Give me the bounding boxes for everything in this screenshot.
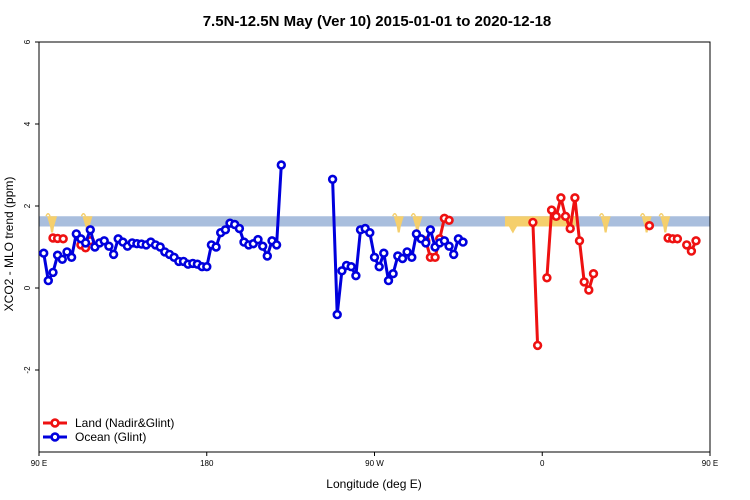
legend-label-0: Land (Nadir&Glint) bbox=[75, 416, 174, 430]
data-point bbox=[43, 275, 53, 286]
data-point bbox=[588, 269, 599, 279]
data-point bbox=[556, 193, 566, 203]
data-point bbox=[276, 160, 286, 170]
land-patch-5 bbox=[600, 216, 611, 233]
legend-marker-0 bbox=[50, 418, 60, 428]
series-line-segment bbox=[531, 222, 540, 346]
land-patch-3 bbox=[412, 216, 423, 233]
data-point bbox=[220, 225, 231, 235]
data-point bbox=[108, 249, 119, 260]
data-point bbox=[383, 275, 394, 286]
data-point bbox=[202, 262, 212, 272]
data-point bbox=[346, 262, 356, 272]
reference-band bbox=[39, 216, 710, 227]
data-point bbox=[546, 205, 557, 215]
chart-title: 7.5N-12.5N May (Ver 10) 2015-01-01 to 20… bbox=[203, 13, 552, 30]
data-point bbox=[57, 254, 67, 264]
data-point bbox=[579, 277, 589, 287]
data-point bbox=[48, 267, 58, 278]
data-point bbox=[449, 249, 459, 260]
y-axis-label: XCO2 - MLO trend (ppm) bbox=[2, 177, 16, 312]
data-point bbox=[85, 225, 96, 235]
data-point bbox=[574, 236, 585, 246]
data-point bbox=[430, 252, 440, 262]
data-point bbox=[691, 236, 701, 246]
land-patch-1 bbox=[82, 216, 93, 233]
data-point bbox=[374, 262, 384, 272]
series-layer bbox=[39, 160, 701, 351]
land-patch-edge-3 bbox=[410, 213, 417, 217]
y-tick-label-2: 2 bbox=[23, 203, 32, 208]
data-point bbox=[388, 269, 398, 279]
data-point bbox=[327, 174, 338, 185]
data-point bbox=[560, 211, 571, 222]
data-point bbox=[425, 225, 436, 235]
data-point bbox=[80, 238, 91, 248]
data-point bbox=[681, 240, 692, 250]
data-point bbox=[39, 248, 49, 258]
data-point bbox=[58, 234, 68, 244]
data-point bbox=[672, 234, 683, 244]
series-line-segment bbox=[331, 179, 464, 317]
data-point bbox=[211, 242, 221, 252]
x-tick-label-3: 0 bbox=[540, 459, 545, 468]
data-point bbox=[258, 241, 268, 251]
land-patch-edge-0 bbox=[45, 213, 51, 217]
x-tick-label-4: 90 E bbox=[702, 459, 718, 468]
data-point bbox=[62, 247, 72, 257]
land-patch-7 bbox=[660, 216, 671, 233]
land-patch-0 bbox=[47, 216, 58, 233]
data-point bbox=[584, 285, 594, 295]
data-point bbox=[397, 253, 408, 264]
data-point bbox=[458, 237, 468, 247]
x-axis-label: Longitude (deg E) bbox=[326, 477, 421, 491]
data-point bbox=[402, 247, 412, 257]
series-ocean bbox=[39, 160, 468, 320]
data-point bbox=[686, 246, 697, 256]
data-point bbox=[644, 221, 655, 231]
y-tick-label-3: 4 bbox=[23, 121, 32, 126]
y-tick-label-0: -2 bbox=[23, 366, 32, 374]
land-patch-edge-5 bbox=[598, 213, 605, 217]
data-point bbox=[542, 273, 552, 283]
data-point bbox=[271, 240, 282, 250]
data-point bbox=[369, 252, 380, 262]
y-tick-label-1: 0 bbox=[23, 285, 32, 290]
data-point bbox=[532, 340, 543, 351]
x-tick-label-1: 180 bbox=[200, 459, 214, 468]
y-tick-label-4: 6 bbox=[23, 39, 32, 44]
data-point bbox=[444, 215, 454, 226]
data-point bbox=[551, 211, 561, 222]
legend: Land (Nadir&Glint)Ocean (Glint) bbox=[43, 416, 174, 444]
land-patch-edge-2 bbox=[392, 213, 398, 217]
data-point bbox=[365, 228, 375, 238]
data-point bbox=[351, 271, 361, 281]
x-tick-label-0: 90 E bbox=[31, 459, 47, 468]
data-point bbox=[262, 251, 272, 261]
data-point bbox=[99, 236, 109, 246]
data-point bbox=[570, 193, 580, 203]
legend-label-1: Ocean (Glint) bbox=[75, 430, 146, 444]
data-point bbox=[332, 309, 342, 320]
data-point bbox=[234, 223, 245, 234]
land-patch-2 bbox=[393, 216, 404, 233]
land-patch-edge-7 bbox=[658, 213, 664, 217]
data-point bbox=[66, 252, 77, 262]
data-point bbox=[379, 248, 389, 258]
data-point bbox=[253, 234, 263, 245]
land-patch-edge-1 bbox=[80, 213, 87, 217]
data-point bbox=[421, 238, 431, 248]
data-point bbox=[407, 252, 417, 262]
x-tick-label-2: 90 W bbox=[365, 459, 384, 468]
plot-area: 90 E 180 90 W 0 90 E -2 0 2 4 6 bbox=[23, 39, 718, 468]
data-point bbox=[528, 217, 538, 228]
legend-marker-1 bbox=[50, 432, 60, 442]
data-point bbox=[565, 223, 575, 234]
data-point bbox=[439, 236, 450, 246]
data-point bbox=[104, 241, 114, 251]
data-point bbox=[444, 241, 454, 251]
land-patch-edge-6 bbox=[639, 213, 646, 217]
